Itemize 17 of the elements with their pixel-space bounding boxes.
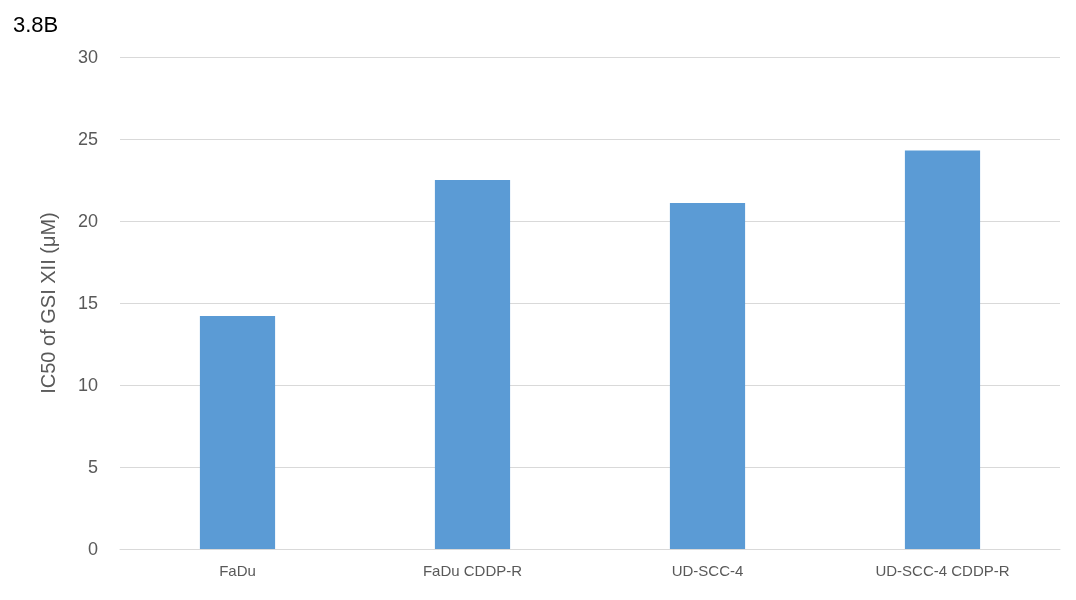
bar (904, 150, 981, 549)
y-tick-label: 5 (87, 457, 98, 477)
y-tick-label: 30 (77, 47, 98, 67)
y-axis-title: IC50 of GSI XII (μM) (37, 212, 59, 394)
bar (434, 180, 511, 549)
chart-title: 3.8B (13, 11, 59, 37)
y-tick-label: 0 (87, 539, 98, 559)
x-tick-label: UD-SCC-4 CDDP-R (875, 562, 1010, 579)
y-tick-label: 10 (77, 375, 98, 395)
x-tick-label: FaDu CDDP-R (422, 562, 523, 579)
x-tick-label: FaDu (219, 562, 256, 579)
y-tick-label: 25 (77, 129, 98, 149)
x-tick-label: UD-SCC-4 (671, 562, 744, 579)
y-tick-label: 20 (77, 211, 98, 231)
y-tick-label: 15 (77, 293, 98, 313)
bar (669, 202, 746, 549)
bar (199, 316, 276, 549)
